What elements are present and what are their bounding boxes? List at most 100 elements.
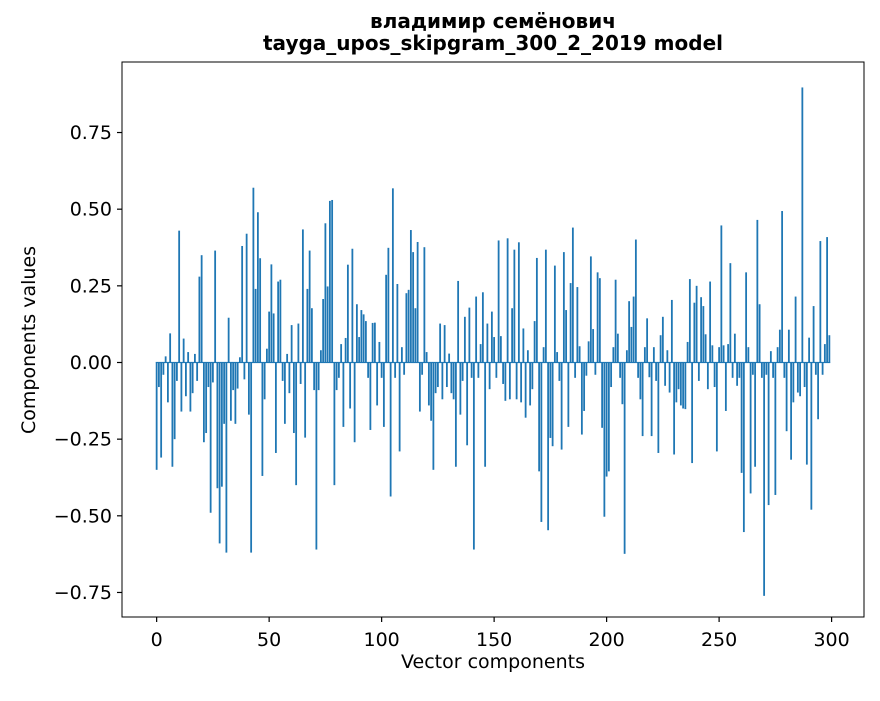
bar xyxy=(461,362,464,381)
bar xyxy=(565,310,568,363)
bar xyxy=(281,362,284,381)
bar xyxy=(304,362,307,438)
bar xyxy=(355,304,358,363)
bar xyxy=(790,362,792,460)
bar xyxy=(796,362,799,393)
bar xyxy=(479,344,482,363)
bar xyxy=(549,362,552,438)
bar xyxy=(722,345,725,363)
bar xyxy=(180,362,183,412)
bar xyxy=(477,362,480,378)
y-tick-label: 0.25 xyxy=(70,275,112,297)
bar xyxy=(515,362,518,400)
bar xyxy=(207,362,210,388)
bar xyxy=(238,357,241,363)
bar xyxy=(324,223,327,363)
axes-group xyxy=(121,61,865,618)
bar xyxy=(394,362,397,378)
bar xyxy=(616,333,619,363)
bar xyxy=(290,325,293,363)
bar xyxy=(661,316,664,363)
bar xyxy=(677,362,680,390)
bar xyxy=(187,352,190,363)
bar xyxy=(607,362,610,472)
bar xyxy=(776,347,779,363)
bar xyxy=(436,362,439,388)
bar xyxy=(603,362,606,517)
bar xyxy=(475,296,478,363)
bar xyxy=(270,264,273,363)
bar xyxy=(454,362,457,467)
bar xyxy=(756,219,759,363)
bar xyxy=(693,302,696,363)
bar xyxy=(457,280,460,363)
bar xyxy=(781,211,784,363)
bar xyxy=(155,362,158,470)
bar xyxy=(578,346,581,363)
bar xyxy=(441,362,444,400)
bar xyxy=(463,316,466,363)
bar xyxy=(628,301,631,363)
bar xyxy=(792,362,795,403)
x-tick-label: 50 xyxy=(257,629,281,651)
bar xyxy=(526,350,529,363)
bar xyxy=(301,229,304,363)
bar xyxy=(286,353,289,363)
bar xyxy=(812,306,815,363)
bar xyxy=(493,337,496,363)
bar xyxy=(659,335,662,363)
bar xyxy=(711,345,714,363)
bar xyxy=(443,325,446,363)
bar xyxy=(634,239,637,363)
bar xyxy=(171,362,174,467)
bar xyxy=(227,317,230,363)
bar xyxy=(736,362,739,386)
bar xyxy=(504,362,507,401)
bar xyxy=(189,362,192,412)
bar xyxy=(760,362,763,378)
bar xyxy=(821,362,824,375)
bar xyxy=(425,352,428,363)
bar xyxy=(292,362,295,434)
bar xyxy=(655,362,658,381)
bar xyxy=(826,237,828,363)
bar xyxy=(340,344,343,363)
bar xyxy=(353,362,356,443)
x-tick-label: 200 xyxy=(588,629,624,651)
bar xyxy=(470,362,473,378)
x-tick-label: 300 xyxy=(813,629,849,651)
bar xyxy=(452,362,455,400)
bar xyxy=(731,362,734,378)
bar xyxy=(416,241,419,363)
bar xyxy=(794,296,797,363)
bar xyxy=(580,362,583,435)
y-tick-label: 0.75 xyxy=(70,122,112,144)
bar xyxy=(427,362,430,406)
bar xyxy=(389,362,392,497)
bar xyxy=(805,362,808,465)
bar xyxy=(583,362,586,411)
x-axis-label: Vector components xyxy=(401,651,585,673)
bar xyxy=(765,362,768,375)
bar xyxy=(378,341,381,363)
x-tick-label: 250 xyxy=(701,629,737,651)
bar xyxy=(632,296,635,363)
bar xyxy=(216,362,219,489)
x-tick-label: 0 xyxy=(151,629,163,651)
bar xyxy=(823,344,826,363)
bar xyxy=(574,362,577,378)
y-tick-label: −0.50 xyxy=(54,505,112,527)
bar xyxy=(558,362,561,381)
bar xyxy=(657,362,660,453)
bar xyxy=(328,200,331,363)
x-tick-label: 150 xyxy=(476,629,512,651)
bar xyxy=(445,362,448,388)
bar xyxy=(499,336,502,363)
bar xyxy=(641,362,644,437)
bar xyxy=(412,252,415,363)
bar xyxy=(403,362,406,375)
bar xyxy=(524,362,527,418)
bar xyxy=(331,199,334,363)
bar xyxy=(594,362,597,375)
bar xyxy=(623,362,626,554)
